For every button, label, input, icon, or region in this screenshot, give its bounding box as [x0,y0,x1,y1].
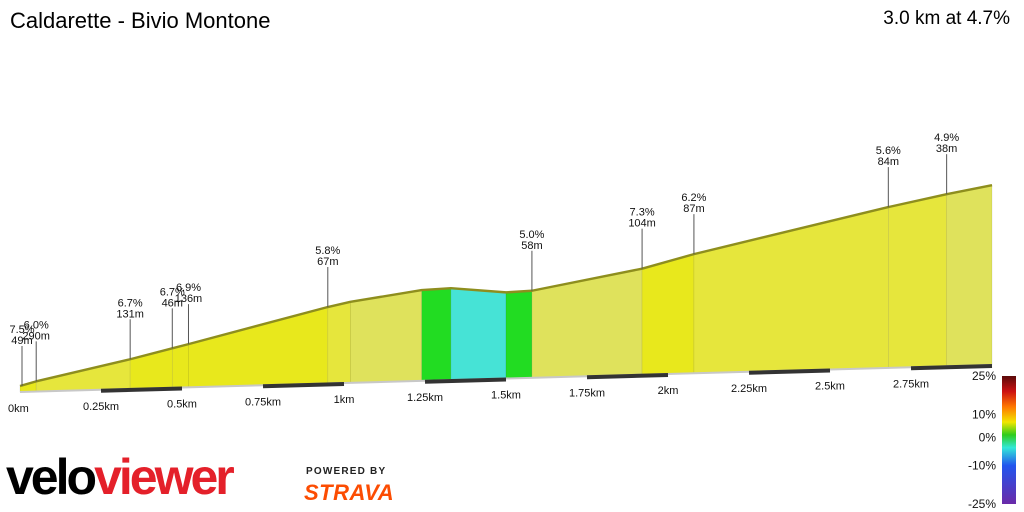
legend-tick-label: 10% [972,407,996,421]
page-title: Caldarette - Bivio Montone [10,8,271,33]
segment-gradient-label: 4.9% [934,132,959,144]
segment-gradient-label: 7.5% [9,324,34,336]
distance-band [100,386,183,393]
segment-length-label: 136m [175,293,203,305]
gradient-segment [888,193,947,369]
x-axis-layer: 0km 0.25km 0.5km 0.75km 1km 1.25km 1.5km 1.75km… [8,378,929,415]
segment-gradient-label: 5.8% [315,245,340,257]
logo-velo-text: velo [6,449,97,505]
segment-gradient-label: 6.9% [176,282,201,294]
gradient-legend-bar [1002,376,1016,504]
legend-tick-label: 25% [972,369,996,383]
segment-gradient-label: 6.2% [681,192,706,204]
legend-tick-label: 0% [979,430,997,444]
segment-gradient-label: 7.3% [630,207,655,219]
x-tick-label: 2km [658,385,679,397]
logo-viewer-text: viewer [94,449,235,505]
gradient-segment [946,184,993,367]
gradient-segment [693,206,889,374]
x-tick-label: 0.75km [245,396,281,408]
segment-gradient-label: 5.6% [876,145,901,157]
distance-band [262,382,345,389]
distance-band [748,368,831,375]
gradient-segment [188,306,329,388]
x-tick-label: 0km [8,403,29,415]
x-tick-label: 1.25km [407,392,443,404]
gradient-segment [450,287,507,381]
x-tick-label: 1.5km [491,390,521,402]
segment-gradient-label: 5.0% [519,229,544,241]
climb-summary: 3.0 km at 4.7% [883,8,1010,29]
gradient-legend: 25% 10% 0% -10% -25% [968,369,1016,511]
segment-length-label: 290m [22,330,50,342]
powered-by-text: POWERED BY [306,466,387,477]
segment-length-label: 104m [628,218,656,230]
segment-gradient-label: 6.7% [118,297,143,309]
segment-length-label: 58m [521,240,542,252]
profile-top-line [19,184,993,388]
gradient-segment [505,290,533,379]
segment-length-label: 84m [878,156,899,168]
x-tick-label: 0.25km [83,401,119,413]
gradient-segment [35,358,131,392]
segment-length-label: 46m [162,297,183,309]
legend-tick-label: -25% [968,497,996,511]
profile-top-line-layer [19,184,993,388]
x-tick-label: 1km [334,394,355,406]
segment-gradient-label: 6.0% [24,319,49,331]
strava-logo[interactable]: STRAVA [304,480,395,505]
segment-length-label: 131m [116,308,144,320]
segment-length-label: 38m [936,143,957,155]
segment-length-label: 87m [683,203,704,215]
distance-band [586,373,669,380]
gradient-segment [641,253,695,376]
gradient-segment [531,268,643,379]
distance-band [424,377,507,384]
gradient-segment [421,287,452,382]
base-line [19,364,993,393]
legend-tick-label: -10% [968,459,996,473]
segment-length-label: 67m [317,256,338,268]
gradient-segment [327,301,351,384]
x-tick-label: 2.25km [731,383,767,395]
profile-base-layer [19,364,993,393]
x-tick-label: 2.5km [815,381,845,393]
veloviewer-logo[interactable]: veloviewer [6,449,235,505]
segment-length-label: 49m [11,335,32,347]
x-tick-label: 0.5km [167,399,197,411]
segment-labels-layer: 7.5%49m6.0%290m6.7%131m6.7%46m6.9%136m5.… [9,132,959,386]
segment-gradient-label: 6.7% [160,286,185,298]
profile-fill-layer [19,184,993,393]
distance-band [910,364,993,371]
x-tick-label: 1.75km [569,387,605,399]
x-tick-label: 2.75km [893,378,929,390]
gradient-segment [171,343,189,389]
gradient-segment [350,289,423,384]
